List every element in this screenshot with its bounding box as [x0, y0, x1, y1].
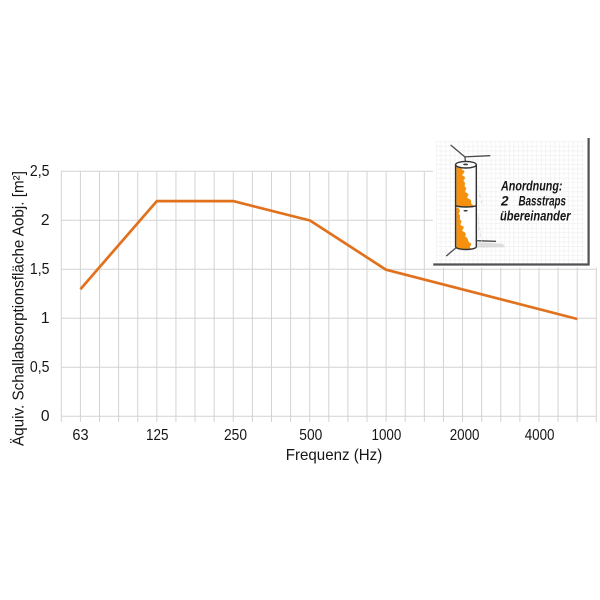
svg-text:übereinander: übereinander: [500, 208, 571, 223]
svg-text:1,5: 1,5: [30, 261, 50, 278]
svg-text:Anordnung:: Anordnung:: [500, 178, 562, 193]
svg-text:1: 1: [41, 310, 50, 327]
svg-text:63: 63: [72, 427, 88, 444]
svg-text:2000: 2000: [450, 427, 480, 444]
svg-text:2: 2: [41, 212, 50, 229]
svg-text:0,5: 0,5: [30, 359, 50, 376]
svg-text:2,5: 2,5: [30, 163, 50, 180]
svg-text:4000: 4000: [525, 427, 555, 444]
svg-text:250: 250: [224, 427, 247, 444]
svg-text:1000: 1000: [372, 427, 402, 444]
svg-text:500: 500: [299, 427, 322, 444]
svg-text:125: 125: [146, 427, 169, 444]
svg-text:Äquiv. Schallabsorptionsfläche: Äquiv. Schallabsorptionsfläche Aobj. [m²…: [10, 171, 28, 446]
svg-text:2: 2: [500, 194, 509, 209]
svg-text:Frequenz (Hz): Frequenz (Hz): [286, 447, 383, 464]
svg-text:Basstraps: Basstraps: [519, 194, 567, 209]
svg-text:0: 0: [41, 408, 50, 425]
